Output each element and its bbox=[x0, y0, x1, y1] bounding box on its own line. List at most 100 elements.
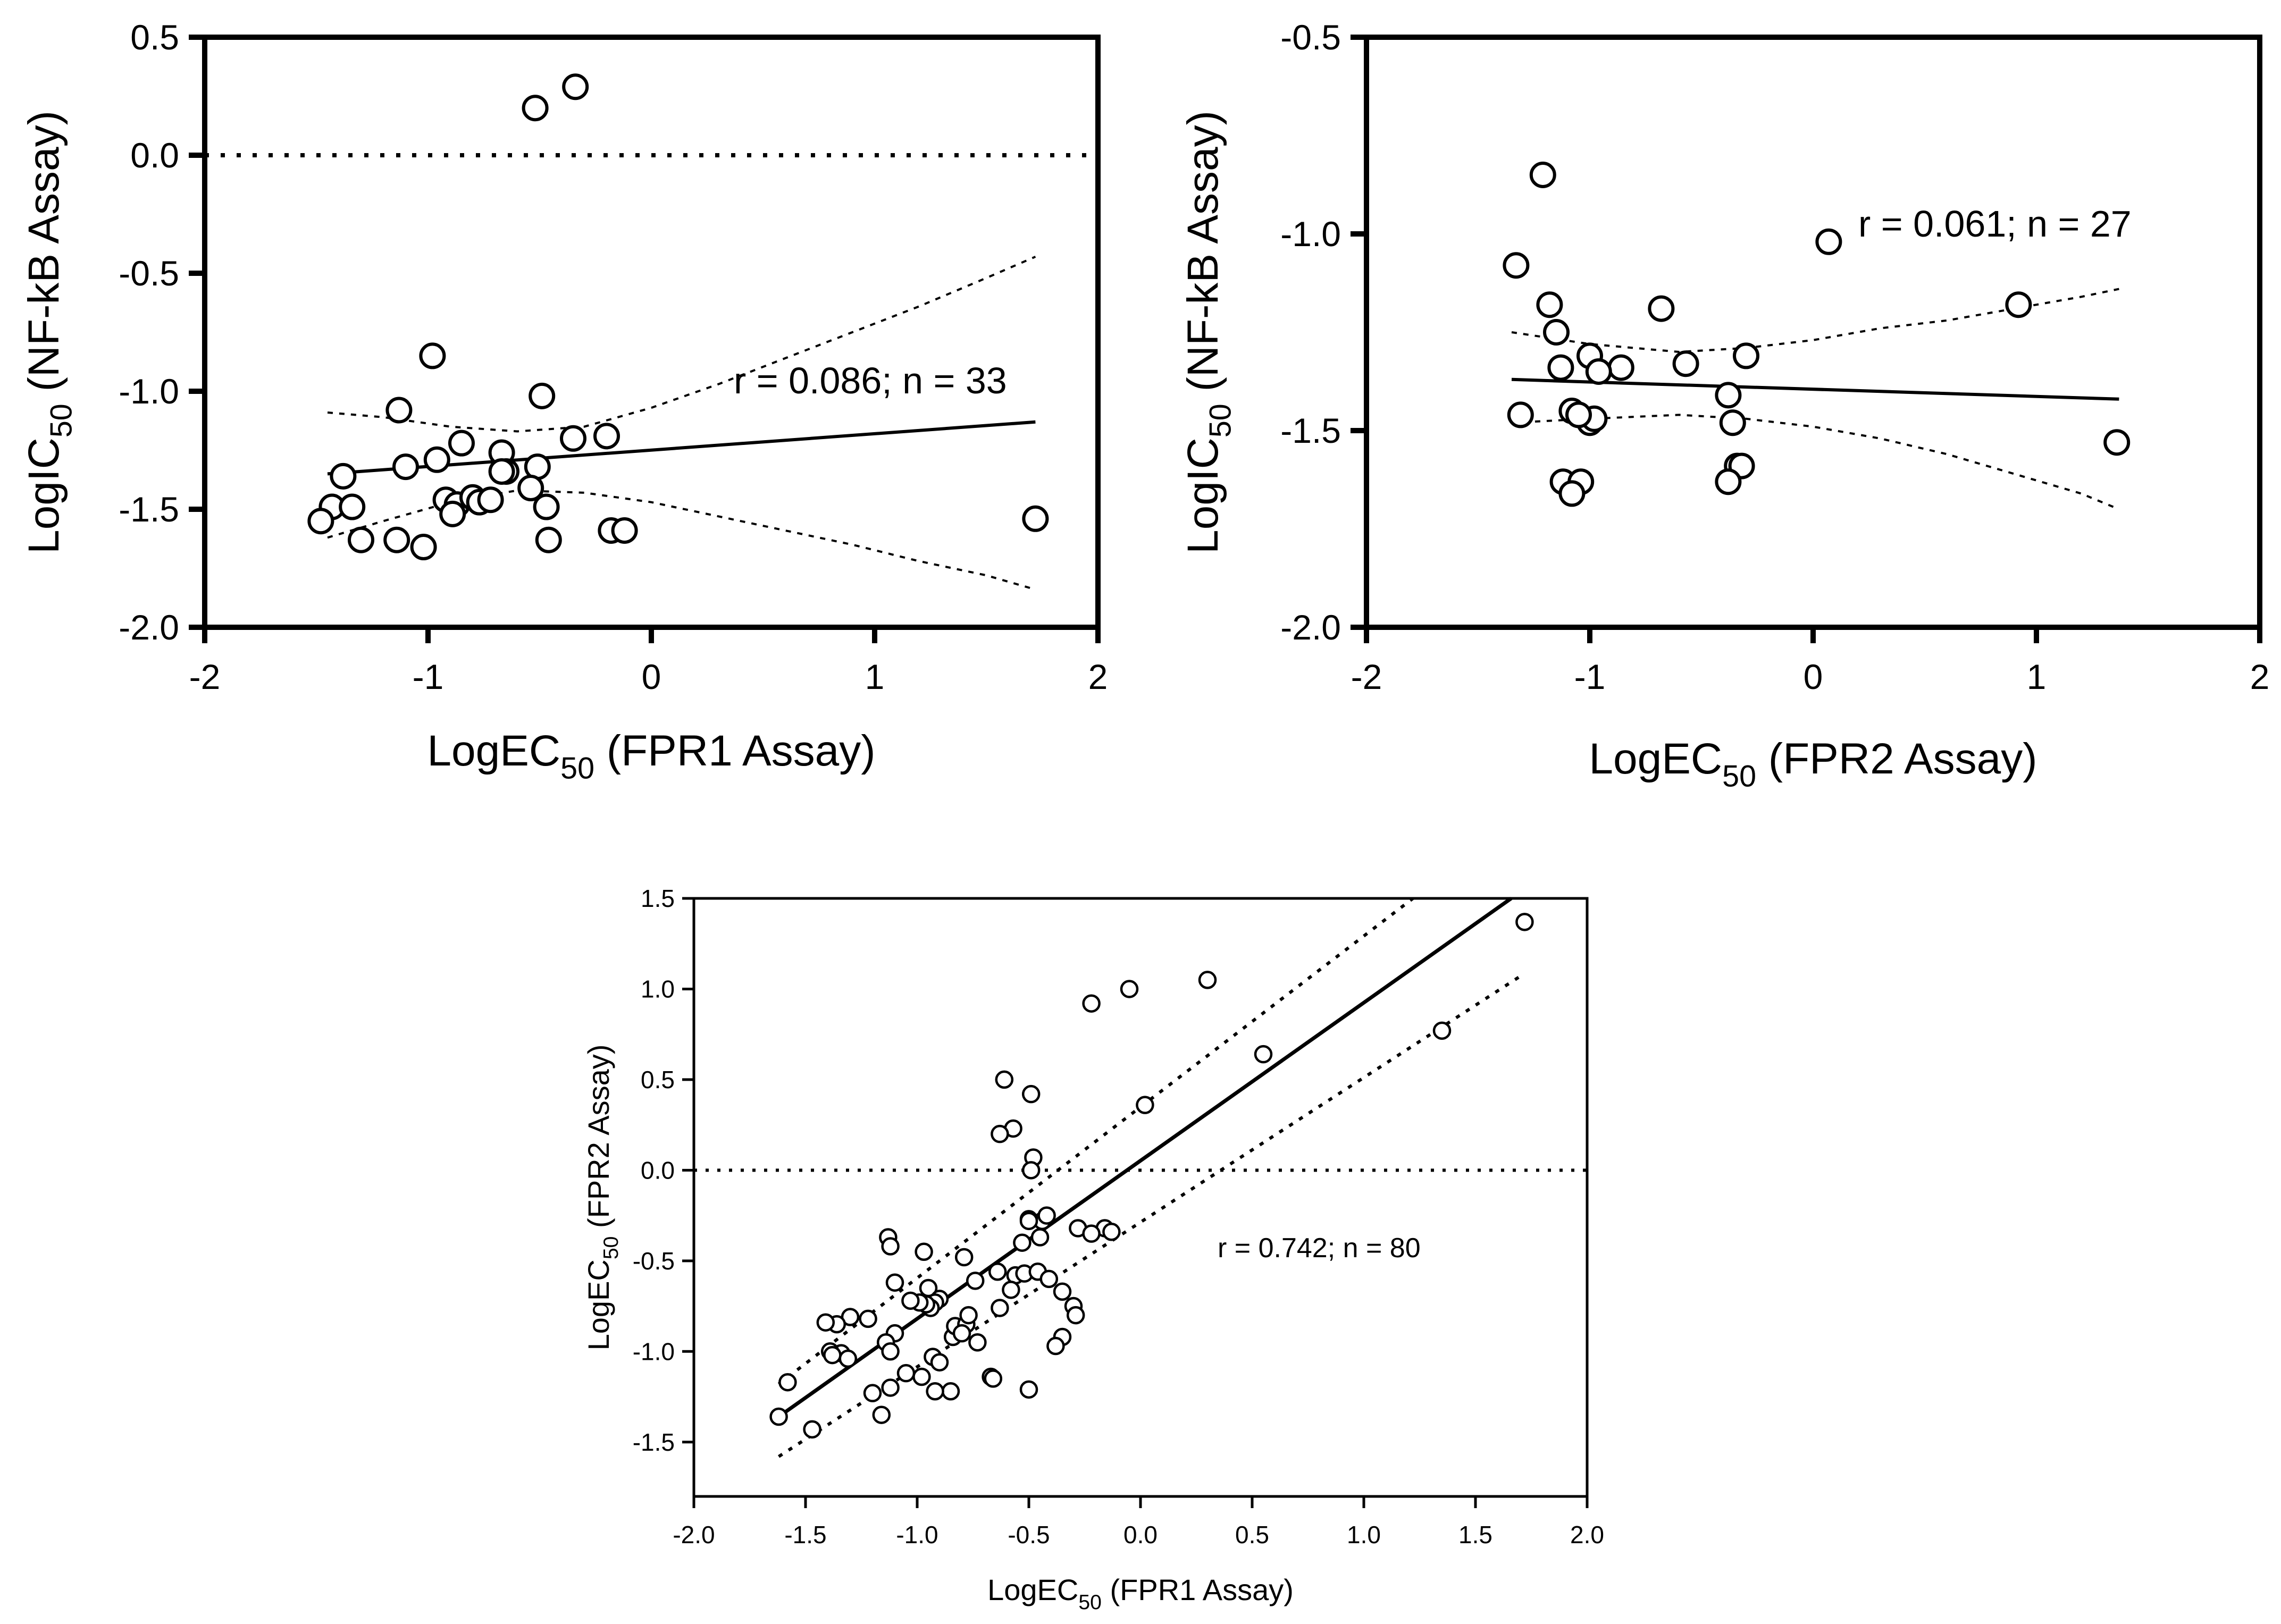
data-point bbox=[881, 1378, 900, 1397]
data-point bbox=[1019, 1380, 1038, 1399]
x-tick-label: -2 bbox=[189, 657, 221, 696]
y-tick-label: -2.0 bbox=[1280, 608, 1341, 647]
data-point bbox=[995, 1070, 1014, 1089]
data-point bbox=[611, 517, 638, 544]
data-point bbox=[535, 526, 562, 553]
x-tick-label: 0.0 bbox=[1123, 1521, 1158, 1549]
x-tick-label: 1 bbox=[865, 657, 885, 696]
confidence-band-upper bbox=[1511, 288, 2119, 354]
y-axis-title: LogIC50 (NF-kB Assay) bbox=[1179, 111, 1238, 554]
x-tick-label: -1 bbox=[1574, 657, 1606, 696]
data-point bbox=[307, 508, 334, 535]
data-point bbox=[1733, 342, 1759, 369]
data-point bbox=[1030, 1228, 1050, 1247]
data-point bbox=[477, 486, 504, 514]
data-point bbox=[1013, 1233, 1032, 1252]
data-point bbox=[803, 1420, 821, 1439]
data-point bbox=[926, 1382, 944, 1401]
data-point bbox=[984, 1369, 1003, 1388]
data-point bbox=[1558, 480, 1586, 507]
y-tick-label: 0.0 bbox=[641, 1156, 675, 1184]
data-point bbox=[560, 425, 586, 452]
x-tick-label: 0 bbox=[1804, 657, 1823, 696]
y-tick-label: -1.5 bbox=[1280, 411, 1341, 450]
data-point bbox=[912, 1367, 931, 1386]
data-point bbox=[529, 382, 556, 409]
y-tick-label: 0.5 bbox=[641, 1066, 675, 1093]
data-point bbox=[1672, 350, 1699, 377]
data-point bbox=[778, 1373, 797, 1392]
y-tick-label: -1.0 bbox=[633, 1337, 675, 1365]
data-point bbox=[1198, 971, 1217, 989]
regression-line bbox=[1511, 377, 2119, 401]
data-point bbox=[1039, 1269, 1059, 1289]
data-point bbox=[1082, 1224, 1101, 1243]
data-point bbox=[881, 1237, 900, 1256]
y-tick-label: -1.5 bbox=[119, 490, 179, 529]
data-point bbox=[1136, 1096, 1154, 1114]
y-tick-label: -0.5 bbox=[633, 1247, 675, 1275]
data-point bbox=[517, 475, 544, 502]
data-point bbox=[1536, 291, 1563, 318]
data-point bbox=[1021, 1161, 1041, 1180]
confidence-band-upper bbox=[777, 897, 1414, 1385]
x-tick-label: 0 bbox=[642, 657, 661, 696]
data-point bbox=[838, 1349, 858, 1368]
data-point bbox=[1507, 401, 1534, 428]
data-point bbox=[901, 1291, 920, 1310]
confidence-band-lower bbox=[327, 489, 1036, 591]
data-point bbox=[348, 526, 374, 553]
data-point bbox=[1529, 162, 1556, 188]
data-point bbox=[823, 1345, 842, 1365]
data-point bbox=[339, 493, 366, 520]
data-point bbox=[872, 1406, 891, 1424]
data-point bbox=[410, 534, 437, 561]
data-point bbox=[1715, 382, 1742, 409]
data-point bbox=[1648, 295, 1675, 322]
data-point bbox=[1503, 252, 1530, 279]
data-point bbox=[448, 430, 475, 457]
x-tick-label: -1 bbox=[413, 657, 444, 696]
data-point bbox=[1021, 1084, 1041, 1104]
y-tick-label: -0.5 bbox=[1280, 18, 1341, 57]
y-tick-label: 0.0 bbox=[130, 136, 179, 175]
x-tick-label: -0.5 bbox=[1008, 1521, 1050, 1549]
data-point bbox=[1607, 354, 1634, 381]
data-point bbox=[330, 462, 357, 490]
y-tick-label: -0.5 bbox=[119, 254, 179, 293]
y-tick-label: 1.0 bbox=[641, 975, 675, 1003]
x-axis-title: LogEC50 (FPR1 Assay) bbox=[427, 727, 875, 786]
y-tick-label: -1.0 bbox=[1280, 214, 1341, 254]
data-point bbox=[439, 500, 466, 527]
data-point bbox=[863, 1384, 882, 1402]
data-point bbox=[991, 1299, 1009, 1317]
x-tick-label: 0.5 bbox=[1235, 1521, 1269, 1549]
confidence-band-upper bbox=[327, 256, 1036, 433]
data-point bbox=[1120, 980, 1139, 998]
data-point bbox=[1432, 1021, 1452, 1040]
y-tick-label: -1.5 bbox=[633, 1428, 675, 1456]
data-point bbox=[959, 1306, 978, 1325]
data-point bbox=[488, 458, 515, 485]
data-point bbox=[1543, 319, 1570, 346]
data-point bbox=[896, 1364, 916, 1383]
x-tick-label: -1.5 bbox=[784, 1521, 826, 1549]
data-point bbox=[1053, 1282, 1072, 1301]
data-point bbox=[966, 1272, 985, 1290]
data-point bbox=[2103, 429, 2131, 456]
x-tick-label: 1.5 bbox=[1458, 1521, 1492, 1549]
data-point bbox=[885, 1273, 904, 1292]
chart-nfkb-vs-fpr2: -0.5 -1.0 -1.5 -2.0 -2 -1 0 1 2 r = 0.061; n = 27… bbox=[1179, 18, 2269, 793]
data-point bbox=[954, 1248, 974, 1267]
plot-frame bbox=[692, 897, 1589, 1498]
data-point bbox=[968, 1333, 987, 1352]
data-point bbox=[1515, 913, 1534, 931]
x-tick-label: -2 bbox=[1351, 657, 1382, 696]
data-point bbox=[385, 397, 413, 424]
data-point bbox=[1082, 994, 1101, 1013]
data-point bbox=[1715, 468, 1742, 495]
data-point bbox=[2005, 291, 2032, 318]
data-point bbox=[941, 1382, 960, 1401]
data-point bbox=[816, 1313, 835, 1332]
